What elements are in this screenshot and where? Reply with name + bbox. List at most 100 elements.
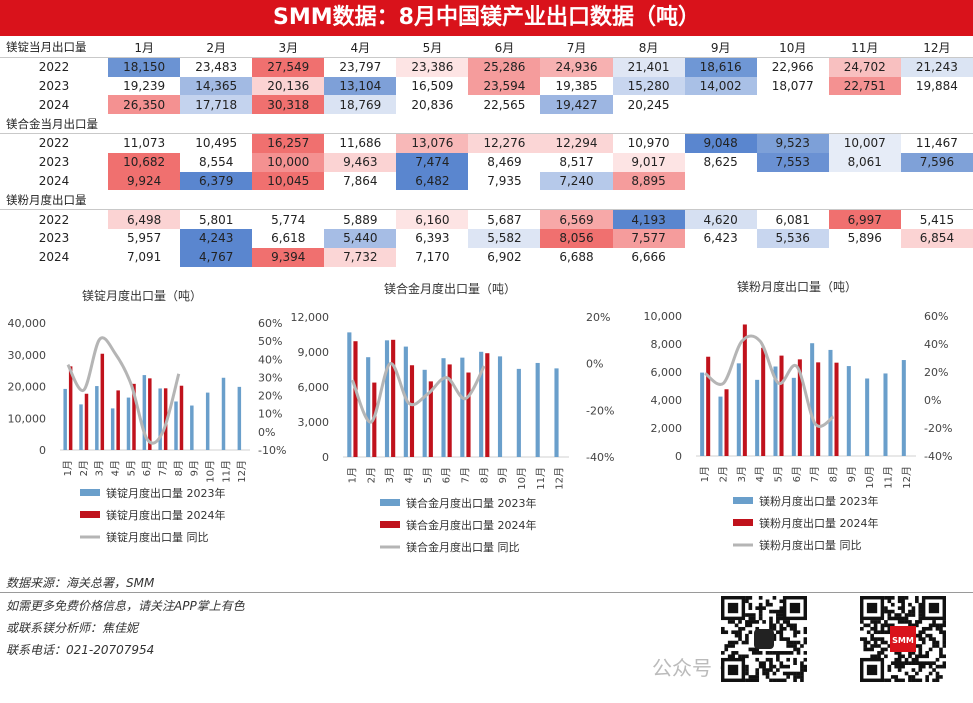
bar-2023 xyxy=(865,378,870,456)
value-cell xyxy=(684,171,757,191)
value-cell: 24,936 xyxy=(540,57,613,77)
bar-2024 xyxy=(116,390,120,450)
bar-2023 xyxy=(174,401,178,450)
section-label: 镁锭当月出口量 xyxy=(0,38,109,58)
value-cell: 6,482 xyxy=(396,171,469,191)
bar-2024 xyxy=(68,366,73,450)
value-cell: 10,000 xyxy=(252,152,325,172)
x-tick-label: 8月 xyxy=(828,466,840,482)
bar-2023 xyxy=(95,386,99,450)
x-tick-label: 11月 xyxy=(883,466,895,489)
y-tick-label: 10,000 xyxy=(644,310,683,323)
value-cell: 9,523 xyxy=(756,133,829,153)
y-tick-label: 0 xyxy=(322,451,329,464)
chart-3: 镁粉月度出口量（吨） 0 2,000 4,000 6,000 8,000 10,000 -40… xyxy=(644,279,953,552)
y2-tick-label: -40% xyxy=(924,450,952,463)
legend-label: 镁粉月度出口量 同比 xyxy=(759,538,862,552)
value-cell: 6,379 xyxy=(180,171,253,191)
month-header: 7月 xyxy=(540,38,613,58)
value-cell: 8,056 xyxy=(540,228,613,248)
x-tick-label: 11月 xyxy=(220,460,232,483)
month-header: 10月 xyxy=(756,38,829,58)
bar-2023 xyxy=(126,397,131,450)
y-tick-label: 3,000 xyxy=(298,416,330,429)
value-cell: 8,554 xyxy=(180,152,253,172)
legend-swatch xyxy=(380,499,400,506)
y2-tick-label: -40% xyxy=(586,451,614,464)
app-logo xyxy=(754,629,774,649)
x-tick-label: 1月 xyxy=(346,467,358,483)
bar-2023 xyxy=(384,340,390,457)
bar-2024 xyxy=(428,381,433,457)
value-cell: 18,077 xyxy=(756,76,829,96)
bar-2024 xyxy=(132,383,136,450)
value-cell: 20,136 xyxy=(252,76,325,96)
table-row: 2022 11,073 10,495 16,257 11,686 13,076 12,276… xyxy=(0,133,973,153)
y-tick-label: 20,000 xyxy=(8,381,47,394)
value-cell: 11,686 xyxy=(324,133,397,153)
value-cell: 10,045 xyxy=(252,171,325,191)
chart-2: 镁合金月度出口量（吨） 0 3,000 6,000 9,000 12,000 -40% -20… xyxy=(291,281,615,554)
value-cell: 4,243 xyxy=(180,228,253,248)
value-cell xyxy=(828,247,901,267)
y2-tick-label: -10% xyxy=(258,444,286,457)
value-cell: 19,385 xyxy=(540,76,613,96)
x-tick-label: 12月 xyxy=(236,460,248,483)
bar-2024 xyxy=(447,364,452,457)
x-tick-label: 7月 xyxy=(459,467,471,483)
value-cell xyxy=(756,247,829,267)
value-cell xyxy=(756,171,829,191)
footer-divider xyxy=(0,592,973,593)
value-cell: 6,902 xyxy=(468,247,541,267)
month-header: 9月 xyxy=(684,38,757,58)
x-tick-label: 4月 xyxy=(754,466,766,482)
qr-code-2[interactable]: SMM xyxy=(860,596,947,683)
x-tick-label: 5月 xyxy=(773,466,785,482)
bar-2024 xyxy=(466,372,471,457)
legend-swatch xyxy=(380,521,400,528)
bar-2023 xyxy=(479,351,484,457)
y-tick-label: 10,000 xyxy=(8,412,47,425)
value-cell: 16,257 xyxy=(252,133,325,153)
value-cell: 24,702 xyxy=(828,57,901,77)
footer-line-2: 或联系镁分析师：焦佳妮 xyxy=(6,621,139,635)
smm-logo xyxy=(890,626,916,652)
bar-2023 xyxy=(63,388,67,450)
value-cell: 7,577 xyxy=(612,228,685,248)
year-cell: 2022 xyxy=(38,212,70,227)
value-cell: 5,582 xyxy=(468,228,541,248)
x-tick-label: 2月 xyxy=(365,467,377,483)
bar-2024 xyxy=(163,388,168,450)
value-cell: 6,688 xyxy=(540,247,613,267)
value-cell: 7,170 xyxy=(396,247,469,267)
bar-2023 xyxy=(791,377,796,456)
y-tick-label: 2,000 xyxy=(651,422,683,435)
value-cell: 7,732 xyxy=(324,247,397,267)
y2-tick-label: 50% xyxy=(258,335,282,348)
year-cell: 2024 xyxy=(38,250,70,265)
y2-tick-label: 60% xyxy=(924,310,948,323)
bar-2024 xyxy=(485,353,490,457)
legend-swatch xyxy=(733,519,753,526)
value-cell: 10,495 xyxy=(180,133,253,153)
bar-2023 xyxy=(828,349,833,456)
table-header-row: 镁锭当月出口量 1月 2月 3月 4月 5月 6月 7月 8月 9月 10月 11月 12月 xyxy=(0,38,973,58)
legend-swatch xyxy=(733,497,753,504)
value-cell: 23,594 xyxy=(468,76,541,96)
y-tick-label: 0 xyxy=(39,444,46,457)
qr-code-1[interactable] xyxy=(721,596,808,683)
y2-tick-label: 20% xyxy=(258,390,282,403)
value-cell: 15,280 xyxy=(612,76,685,96)
x-tick-label: 1月 xyxy=(699,466,711,482)
x-tick-label: 10月 xyxy=(516,467,528,490)
month-header: 12月 xyxy=(900,38,973,58)
bar-2023 xyxy=(142,375,147,450)
y-tick-label: 9,000 xyxy=(298,346,330,359)
bar-2023 xyxy=(883,373,888,456)
value-cell: 12,276 xyxy=(468,133,541,153)
table-row: 2024 7,091 4,767 9,394 7,732 7,170 6,902 6,688 6… xyxy=(0,247,973,267)
value-cell: 6,393 xyxy=(396,228,469,248)
value-cell: 5,896 xyxy=(828,228,901,248)
value-cell xyxy=(684,95,757,115)
